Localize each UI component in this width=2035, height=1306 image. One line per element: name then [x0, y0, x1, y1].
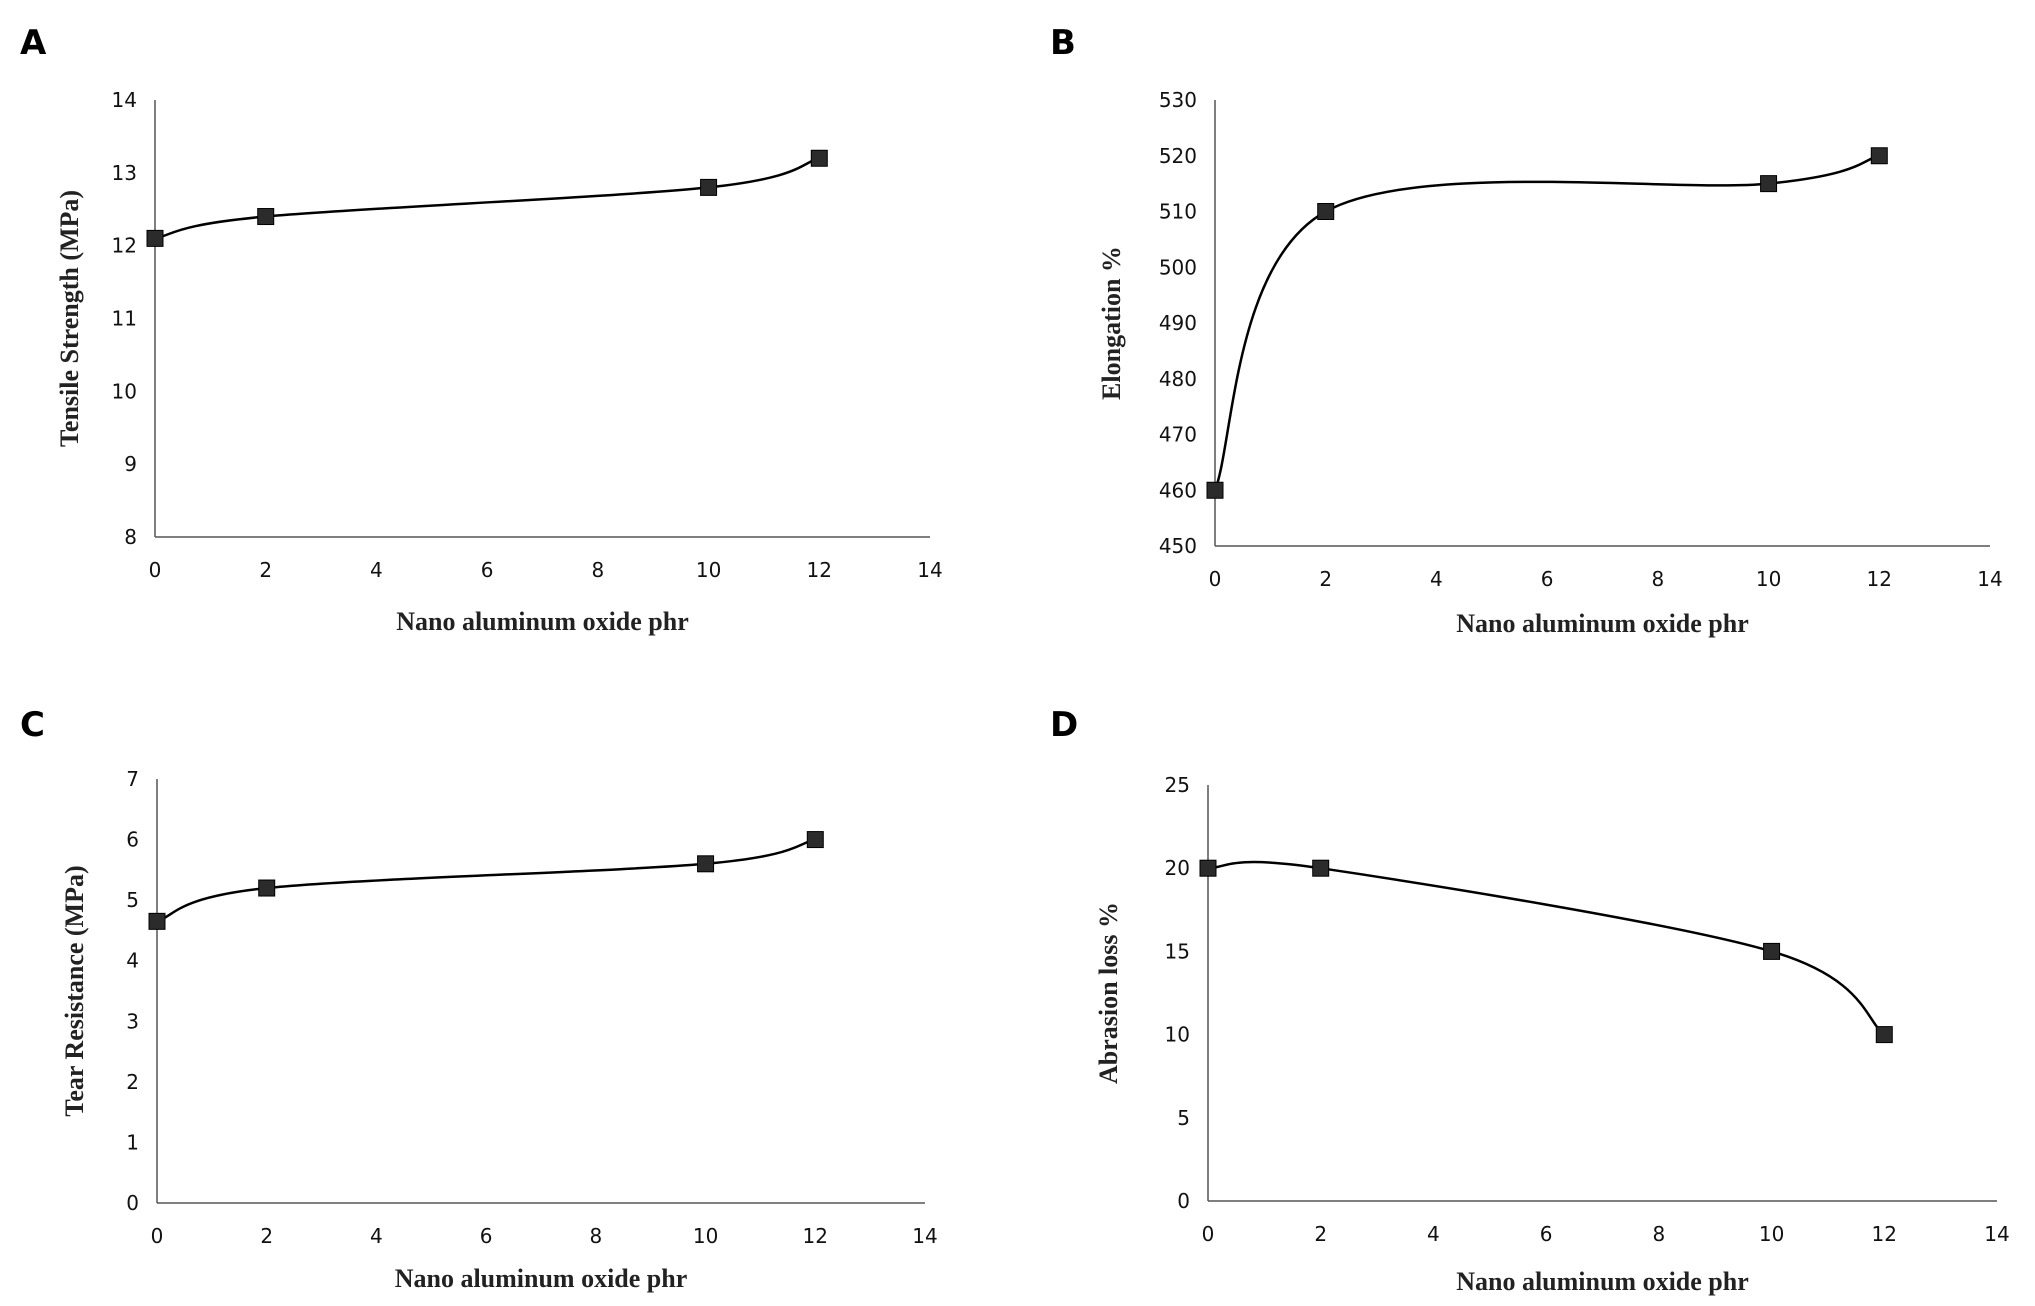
data-point-marker: [1199, 859, 1217, 877]
x-tick-label: 8: [1651, 567, 1664, 591]
x-axis-title: Nano aluminum oxide phr: [1456, 1267, 1749, 1296]
x-tick-label: 10: [1756, 567, 1781, 591]
y-tick-label: 7: [126, 767, 139, 791]
x-tick-label: 6: [1541, 567, 1554, 591]
x-tick-label: 10: [693, 1224, 718, 1248]
data-point-marker: [810, 149, 828, 167]
data-point-marker: [1312, 859, 1330, 877]
y-tick-label: 4: [126, 949, 139, 973]
y-tick-label: 14: [112, 88, 137, 112]
data-point-marker: [697, 855, 715, 873]
x-tick-label: 4: [1430, 567, 1443, 591]
x-tick-label: 12: [1867, 567, 1892, 591]
x-tick-label: 12: [1872, 1222, 1897, 1246]
y-tick-label: 5: [1177, 1106, 1190, 1130]
x-tick-label: 12: [803, 1224, 828, 1248]
y-tick-label: 510: [1159, 200, 1197, 224]
panel-letter: B: [1050, 23, 1076, 63]
y-tick-label: 3: [126, 1009, 139, 1033]
y-tick-label: 0: [1177, 1189, 1190, 1213]
series-line: [156, 838, 816, 923]
data-point-marker: [700, 178, 718, 196]
x-tick-label: 8: [589, 1224, 602, 1248]
y-tick-label: 11: [112, 307, 137, 331]
x-tick-label: 8: [1652, 1222, 1665, 1246]
data-point-marker: [258, 879, 276, 897]
y-axis-title: Elongation %: [1097, 246, 1126, 400]
y-tick-label: 0: [126, 1191, 139, 1215]
series-line: [1213, 154, 1880, 491]
x-tick-label: 0: [149, 558, 162, 582]
y-tick-label: 12: [112, 234, 137, 258]
data-point-marker: [148, 912, 166, 930]
x-tick-label: 8: [591, 558, 604, 582]
x-tick-label: 0: [1202, 1222, 1215, 1246]
y-tick-label: 10: [112, 379, 137, 403]
y-tick-label: 520: [1159, 144, 1197, 168]
y-tick-label: 530: [1159, 88, 1197, 112]
x-tick-label: 14: [1977, 567, 2002, 591]
data-point-marker: [1875, 1026, 1893, 1044]
y-tick-label: 5: [126, 888, 139, 912]
data-point-marker: [146, 229, 164, 247]
series-line: [154, 157, 820, 240]
panel-letter: D: [1050, 705, 1078, 745]
y-tick-label: 10: [1165, 1023, 1190, 1047]
y-axis-title: Tensile Strength (MPa): [55, 190, 84, 447]
data-point-marker: [257, 208, 275, 226]
x-tick-label: 10: [1759, 1222, 1784, 1246]
data-point-marker: [1317, 203, 1335, 220]
y-tick-label: 25: [1165, 773, 1190, 797]
y-tick-label: 500: [1159, 255, 1197, 279]
chart-panel-b: B 450 460 470 480 490 500 510 520 530 0 2 4 6 8 10 12 14 N…: [1050, 23, 2003, 638]
panel-letter: C: [20, 705, 45, 745]
y-tick-label: 480: [1159, 367, 1197, 391]
y-tick-label: 20: [1165, 856, 1190, 880]
x-axis-title: Nano aluminum oxide phr: [396, 607, 689, 636]
y-axis-title: Tear Resistance (MPa): [60, 865, 89, 1116]
x-tick-label: 2: [260, 1224, 273, 1248]
y-tick-label: 470: [1159, 423, 1197, 447]
series-line: [1207, 860, 1886, 1036]
y-tick-label: 13: [112, 161, 137, 185]
y-tick-label: 490: [1159, 311, 1197, 335]
x-tick-label: 6: [480, 1224, 493, 1248]
y-tick-label: 15: [1165, 939, 1190, 963]
panel-letter: A: [20, 23, 47, 63]
x-tick-label: 14: [917, 558, 942, 582]
chart-panel-a: A 8 9 10 11 12 13 14 0 2 4 6 8 10 12 14 Nano aluminum ox…: [20, 23, 943, 636]
y-tick-label: 1: [126, 1130, 139, 1154]
x-tick-label: 2: [1314, 1222, 1327, 1246]
data-point-marker: [1870, 147, 1888, 165]
data-point-marker: [806, 831, 824, 849]
data-point-marker: [1206, 481, 1224, 499]
data-point-marker: [1763, 942, 1781, 960]
chart-panel-d: D 0 5 10 15 20 25 0 2 4 6 8 10 12 14 Nano aluminum oxid…: [1050, 705, 2010, 1296]
x-tick-label: 4: [1427, 1222, 1440, 1246]
x-tick-label: 2: [259, 558, 272, 582]
x-axis-title: Nano aluminum oxide phr: [395, 1264, 688, 1293]
y-tick-label: 2: [126, 1070, 139, 1094]
x-tick-label: 12: [807, 558, 832, 582]
x-tick-label: 6: [481, 558, 494, 582]
x-tick-label: 6: [1540, 1222, 1553, 1246]
x-tick-label: 4: [370, 558, 383, 582]
y-tick-label: 8: [124, 525, 137, 549]
x-tick-label: 2: [1319, 567, 1332, 591]
x-tick-label: 4: [370, 1224, 383, 1248]
y-tick-label: 450: [1159, 534, 1197, 558]
x-tick-label: 0: [151, 1224, 164, 1248]
x-tick-label: 14: [1984, 1222, 2009, 1246]
x-tick-label: 10: [696, 558, 721, 582]
x-axis-title: Nano aluminum oxide phr: [1456, 609, 1749, 638]
x-tick-label: 14: [912, 1224, 937, 1248]
y-tick-label: 9: [124, 452, 137, 476]
data-point-marker: [1760, 175, 1778, 193]
x-tick-label: 0: [1209, 567, 1222, 591]
y-axis-title: Abrasion loss %: [1094, 902, 1123, 1084]
y-tick-label: 6: [126, 828, 139, 852]
y-tick-label: 460: [1159, 478, 1197, 502]
